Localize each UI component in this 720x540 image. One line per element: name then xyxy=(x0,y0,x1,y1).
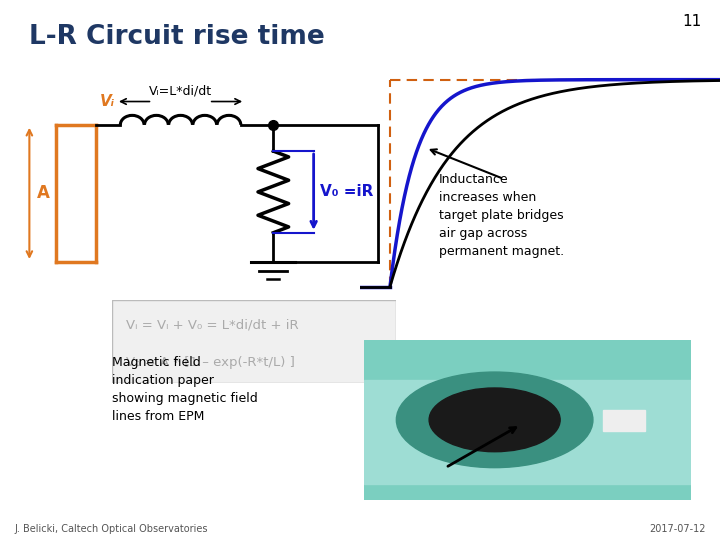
Text: 2017-07-12: 2017-07-12 xyxy=(649,523,706,534)
Text: V₀ = A * [1 – exp(-R*t/L) ]: V₀ = A * [1 – exp(-R*t/L) ] xyxy=(126,356,294,369)
Circle shape xyxy=(429,388,560,451)
Text: Vᵢ: Vᵢ xyxy=(100,94,115,109)
Text: 11: 11 xyxy=(683,14,702,29)
Circle shape xyxy=(396,372,593,468)
Text: Vᵢ = Vₗ + V₀ = L*di/dt + iR: Vᵢ = Vₗ + V₀ = L*di/dt + iR xyxy=(126,318,299,332)
Text: Inductance
increases when
target plate bridges
air gap across
permanent magnet.: Inductance increases when target plate b… xyxy=(439,173,564,258)
Text: J. Belicki, Caltech Optical Observatories: J. Belicki, Caltech Optical Observatorie… xyxy=(14,523,208,534)
Text: V₀ =iR: V₀ =iR xyxy=(320,185,373,199)
Bar xyxy=(603,410,645,431)
FancyBboxPatch shape xyxy=(112,300,396,383)
Text: Magnetic field
indication paper
showing magnetic field
lines from EPM: Magnetic field indication paper showing … xyxy=(112,356,257,423)
Text: L-R Circuit rise time: L-R Circuit rise time xyxy=(29,24,325,50)
Bar xyxy=(364,380,691,484)
Text: A: A xyxy=(37,184,50,202)
Text: Vₗ=L*di/dt: Vₗ=L*di/dt xyxy=(149,84,212,97)
